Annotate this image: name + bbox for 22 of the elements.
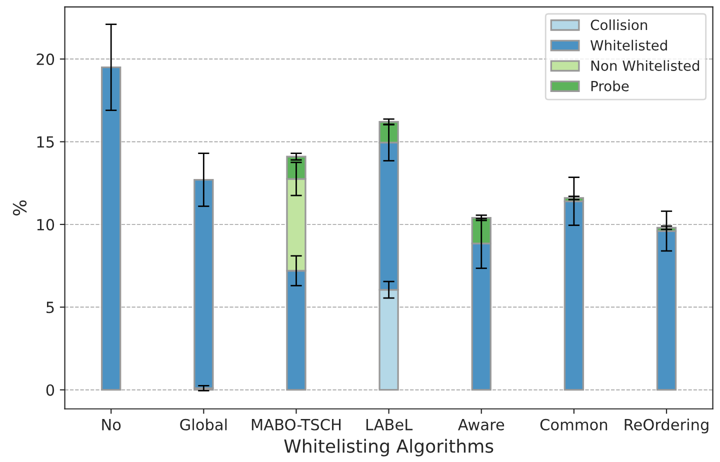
- bar: [100, 66, 122, 391]
- y-tick-label: 5: [46, 302, 54, 314]
- x-tick-label: MABO-TSCH: [252, 418, 341, 430]
- x-tick-label: LABeL: [366, 419, 413, 430]
- y-tick-label: 0: [46, 384, 54, 396]
- x-axis-title: Whitelisting Algorithms: [284, 438, 494, 456]
- bar: [194, 178, 214, 390]
- x-tick-label: No: [102, 419, 121, 430]
- legend-label: Non Whitelisted: [591, 60, 700, 71]
- x-tick-label: Aware: [458, 419, 504, 430]
- legend-label: Whitelisted: [590, 40, 667, 51]
- legend-label: Collision: [590, 19, 648, 30]
- y-tick-label: 10: [37, 218, 54, 230]
- x-tick-label: Global: [180, 418, 227, 430]
- y-tick-label: 20: [36, 54, 54, 66]
- y-axis-title: %: [12, 200, 27, 216]
- x-tick-label: ReOrdering: [624, 418, 708, 434]
- bar: [564, 200, 584, 391]
- x-tick-label: Common: [540, 418, 608, 430]
- legend-label: Probe: [591, 80, 629, 92]
- bar: [656, 230, 677, 391]
- y-tick-label: 15: [37, 136, 54, 148]
